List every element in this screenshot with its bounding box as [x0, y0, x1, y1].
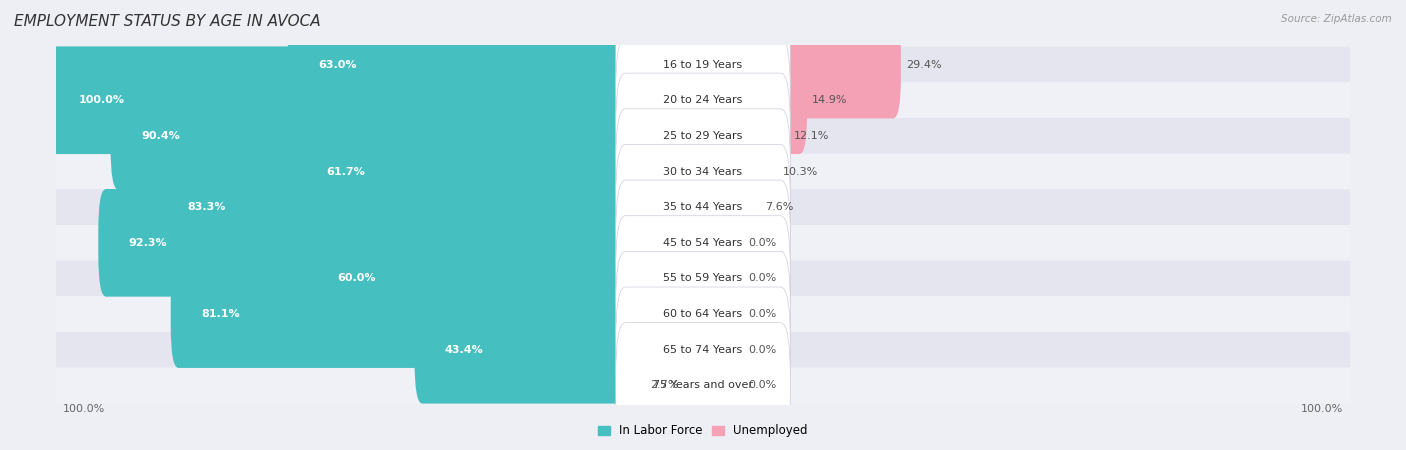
- Text: EMPLOYMENT STATUS BY AGE IN AVOCA: EMPLOYMENT STATUS BY AGE IN AVOCA: [14, 14, 321, 28]
- Text: 63.0%: 63.0%: [318, 59, 357, 70]
- Text: 75 Years and over: 75 Years and over: [652, 380, 754, 391]
- FancyBboxPatch shape: [415, 296, 711, 404]
- FancyBboxPatch shape: [44, 47, 1362, 82]
- FancyBboxPatch shape: [44, 154, 1362, 189]
- FancyBboxPatch shape: [695, 225, 744, 332]
- FancyBboxPatch shape: [170, 260, 711, 368]
- Text: 65 to 74 Years: 65 to 74 Years: [664, 345, 742, 355]
- FancyBboxPatch shape: [616, 37, 790, 163]
- FancyBboxPatch shape: [695, 332, 744, 439]
- Text: 60 to 64 Years: 60 to 64 Years: [664, 309, 742, 319]
- Text: 100.0%: 100.0%: [63, 404, 105, 414]
- FancyBboxPatch shape: [616, 73, 790, 198]
- FancyBboxPatch shape: [616, 144, 790, 270]
- FancyBboxPatch shape: [616, 252, 790, 377]
- FancyBboxPatch shape: [288, 11, 711, 118]
- FancyBboxPatch shape: [616, 2, 790, 127]
- FancyBboxPatch shape: [48, 46, 711, 154]
- Text: 25 to 29 Years: 25 to 29 Years: [664, 131, 742, 141]
- FancyBboxPatch shape: [695, 11, 901, 118]
- Text: 100.0%: 100.0%: [79, 95, 125, 105]
- Text: 14.9%: 14.9%: [813, 95, 848, 105]
- FancyBboxPatch shape: [695, 296, 744, 404]
- FancyBboxPatch shape: [44, 296, 1362, 332]
- FancyBboxPatch shape: [616, 323, 790, 448]
- FancyBboxPatch shape: [44, 82, 1362, 118]
- Text: 43.4%: 43.4%: [444, 345, 484, 355]
- Text: 61.7%: 61.7%: [326, 166, 366, 176]
- FancyBboxPatch shape: [44, 368, 1362, 403]
- Text: 29.4%: 29.4%: [905, 59, 942, 70]
- Text: 0.0%: 0.0%: [748, 238, 776, 248]
- FancyBboxPatch shape: [307, 225, 711, 332]
- Text: 30 to 34 Years: 30 to 34 Years: [664, 166, 742, 176]
- Text: 16 to 19 Years: 16 to 19 Years: [664, 59, 742, 70]
- Text: 10.3%: 10.3%: [783, 166, 818, 176]
- FancyBboxPatch shape: [44, 225, 1362, 261]
- Text: 81.1%: 81.1%: [201, 309, 240, 319]
- FancyBboxPatch shape: [695, 46, 807, 154]
- FancyBboxPatch shape: [695, 260, 744, 368]
- FancyBboxPatch shape: [695, 118, 778, 225]
- FancyBboxPatch shape: [616, 109, 790, 234]
- Text: 83.3%: 83.3%: [187, 202, 225, 212]
- Text: 92.3%: 92.3%: [129, 238, 167, 248]
- FancyBboxPatch shape: [616, 216, 790, 341]
- FancyBboxPatch shape: [44, 332, 1362, 368]
- Text: 20 to 24 Years: 20 to 24 Years: [664, 95, 742, 105]
- FancyBboxPatch shape: [678, 332, 711, 439]
- FancyBboxPatch shape: [695, 153, 759, 261]
- Text: 90.4%: 90.4%: [141, 131, 180, 141]
- Text: 45 to 54 Years: 45 to 54 Years: [664, 238, 742, 248]
- Text: 60.0%: 60.0%: [337, 274, 375, 284]
- FancyBboxPatch shape: [44, 261, 1362, 296]
- Legend: In Labor Force, Unemployed: In Labor Force, Unemployed: [593, 419, 813, 442]
- FancyBboxPatch shape: [695, 189, 744, 297]
- Text: 0.0%: 0.0%: [748, 345, 776, 355]
- FancyBboxPatch shape: [98, 189, 711, 297]
- Text: 12.1%: 12.1%: [794, 131, 830, 141]
- Text: 100.0%: 100.0%: [1301, 404, 1343, 414]
- FancyBboxPatch shape: [297, 118, 711, 225]
- FancyBboxPatch shape: [616, 287, 790, 413]
- FancyBboxPatch shape: [695, 82, 789, 190]
- FancyBboxPatch shape: [44, 118, 1362, 154]
- FancyBboxPatch shape: [616, 180, 790, 306]
- Text: 2.7%: 2.7%: [651, 380, 679, 391]
- Text: 7.6%: 7.6%: [765, 202, 793, 212]
- FancyBboxPatch shape: [44, 189, 1362, 225]
- Text: Source: ZipAtlas.com: Source: ZipAtlas.com: [1281, 14, 1392, 23]
- Text: 0.0%: 0.0%: [748, 380, 776, 391]
- Text: 55 to 59 Years: 55 to 59 Years: [664, 274, 742, 284]
- FancyBboxPatch shape: [111, 82, 711, 190]
- Text: 0.0%: 0.0%: [748, 309, 776, 319]
- Text: 35 to 44 Years: 35 to 44 Years: [664, 202, 742, 212]
- FancyBboxPatch shape: [156, 153, 711, 261]
- Text: 0.0%: 0.0%: [748, 274, 776, 284]
